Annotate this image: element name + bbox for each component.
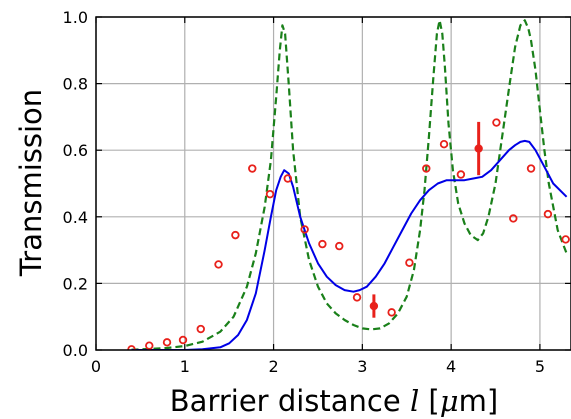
y-tick-label: 0.2 xyxy=(63,274,88,293)
data-point xyxy=(509,214,518,223)
x-tick-label: 0 xyxy=(91,357,101,376)
x-axis-label-variable: l xyxy=(410,384,419,418)
data-point xyxy=(543,209,553,219)
data-point xyxy=(283,174,292,183)
x-axis-label-prefix: Barrier distance xyxy=(170,384,410,418)
data-point xyxy=(265,189,275,199)
tick-labels: 0 1 2 3 4 5 0.0 0.2 0.4 0.6 0.8 1.0 xyxy=(63,8,545,376)
data-point xyxy=(474,144,483,153)
data-point xyxy=(387,308,396,317)
dashed-green-series-line xyxy=(131,19,568,350)
data-point xyxy=(196,324,205,334)
data-point xyxy=(369,301,379,311)
data-point xyxy=(561,235,570,244)
y-axis-label: Transmission xyxy=(14,89,48,277)
x-axis-label-unit-mu: μ xyxy=(440,384,459,418)
data-point xyxy=(456,170,466,179)
data-layer xyxy=(127,19,570,350)
plot-area xyxy=(127,19,570,350)
grid-lines xyxy=(95,16,571,351)
data-point xyxy=(352,293,362,302)
x-tick-label: 3 xyxy=(357,357,367,376)
data-point xyxy=(492,118,501,127)
y-tick-label: 0.0 xyxy=(63,341,88,360)
x-axis-label-unit-open: [ xyxy=(419,384,440,418)
data-point xyxy=(405,258,414,267)
x-axis-label: Barrier distance l [μm] xyxy=(170,384,498,418)
y-tick-label: 0.4 xyxy=(63,208,88,227)
x-tick-label: 4 xyxy=(446,357,456,376)
y-tick-label: 0.8 xyxy=(63,75,88,94)
data-point xyxy=(318,239,327,249)
solid-blue-series-line xyxy=(131,139,568,350)
x-tick-label: 5 xyxy=(535,357,545,376)
x-axis-label-unit-m: m xyxy=(459,384,487,418)
data-point xyxy=(214,260,223,269)
x-tick-label: 2 xyxy=(268,357,278,376)
x-tick-label: 1 xyxy=(180,357,190,376)
data-point xyxy=(231,230,240,240)
data-point xyxy=(335,241,344,251)
y-tick-label: 1.0 xyxy=(63,8,88,27)
error-bar-center xyxy=(475,145,483,153)
data-point xyxy=(162,338,172,347)
data-point xyxy=(526,164,536,173)
data-point xyxy=(300,225,309,234)
data-point xyxy=(178,335,188,345)
error-bar-center xyxy=(370,302,378,310)
tick-marks xyxy=(95,16,571,351)
y-tick-label: 0.6 xyxy=(63,141,88,160)
axes-frame xyxy=(95,16,571,351)
data-point xyxy=(422,164,431,173)
x-axis-label-unit-close: ] xyxy=(487,384,498,418)
data-point xyxy=(439,140,449,149)
data-point xyxy=(145,341,154,350)
data-point xyxy=(248,164,257,173)
